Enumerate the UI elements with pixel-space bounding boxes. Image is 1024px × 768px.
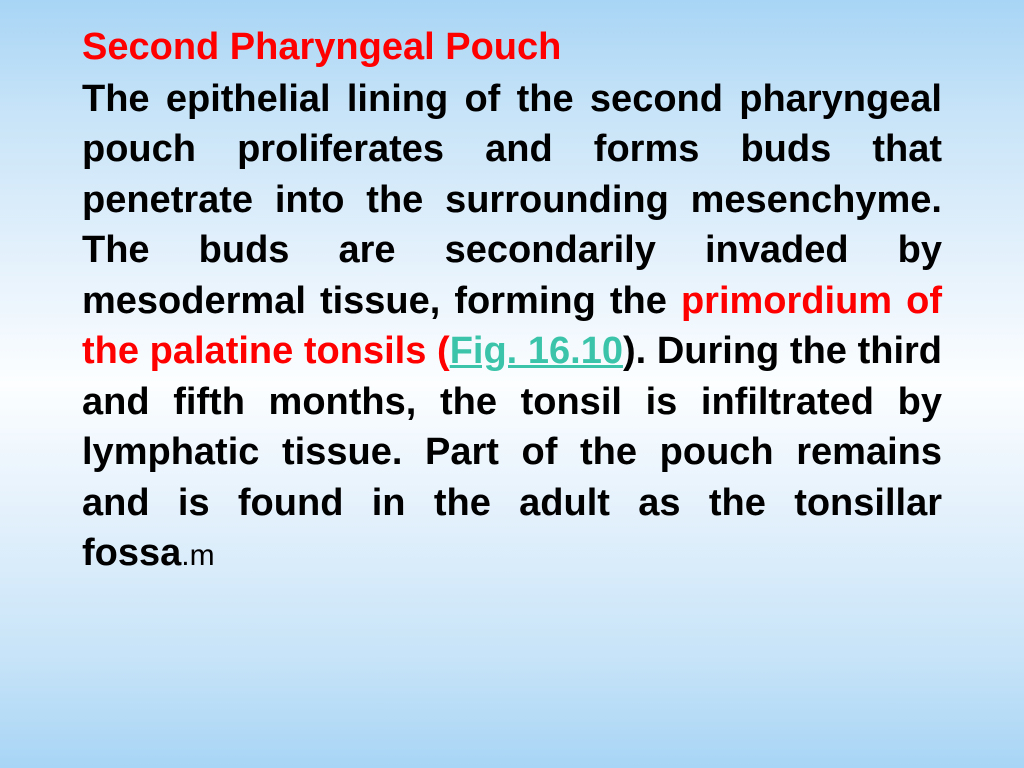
slide-title: Second Pharyngeal Pouch (82, 24, 942, 72)
slide-body: The epithelial lining of the second phar… (82, 74, 942, 579)
paren-open: ( (437, 330, 450, 372)
slide-content: Second Pharyngeal Pouch The epithelial l… (82, 24, 942, 579)
figure-link[interactable]: Fig. 16.10 (450, 330, 623, 372)
body-trailing-m: .m (181, 539, 214, 572)
